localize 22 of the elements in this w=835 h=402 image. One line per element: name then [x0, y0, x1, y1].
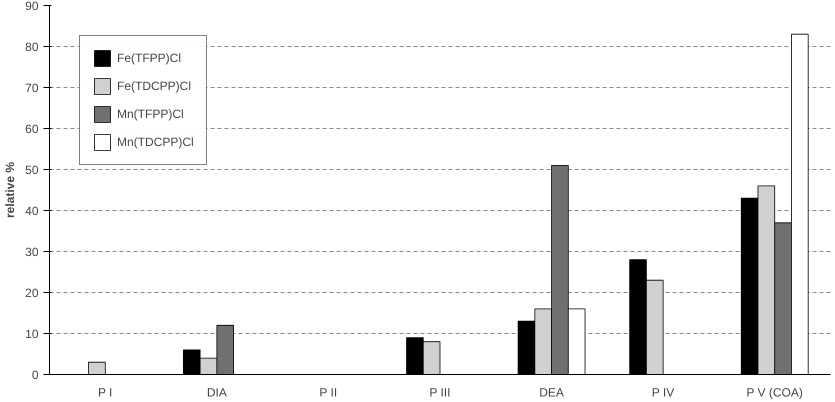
legend-label: Fe(TDCPP)Cl — [117, 79, 191, 93]
legend-label: Fe(TFPP)Cl — [117, 51, 181, 65]
y-tick-label: 60 — [25, 122, 39, 136]
y-tick-label: 30 — [25, 245, 39, 259]
y-tick-label: 50 — [25, 163, 39, 177]
y-tick-label: 80 — [25, 40, 39, 54]
x-tick-label: P III — [429, 386, 450, 400]
x-tick-label: P I — [98, 386, 112, 400]
legend-label: Mn(TDCPP)Cl — [117, 135, 194, 149]
y-tick-label: 10 — [25, 327, 39, 341]
x-tick-label: DIA — [206, 386, 227, 400]
y-tick-label: 70 — [25, 81, 39, 95]
x-tick-label: P IV — [652, 386, 674, 400]
y-tick-label: 0 — [32, 368, 39, 382]
y-tick-label: 20 — [25, 286, 39, 300]
x-tick-label: DEA — [539, 386, 564, 400]
y-tick-label: 40 — [25, 204, 39, 218]
y-tick-label: 90 — [25, 0, 39, 13]
x-tick-label: P V (COA) — [746, 386, 803, 400]
y-axis-title: relative % — [3, 162, 18, 218]
legend-label: Mn(TFPP)Cl — [117, 107, 184, 121]
x-tick-label: P II — [319, 386, 338, 400]
